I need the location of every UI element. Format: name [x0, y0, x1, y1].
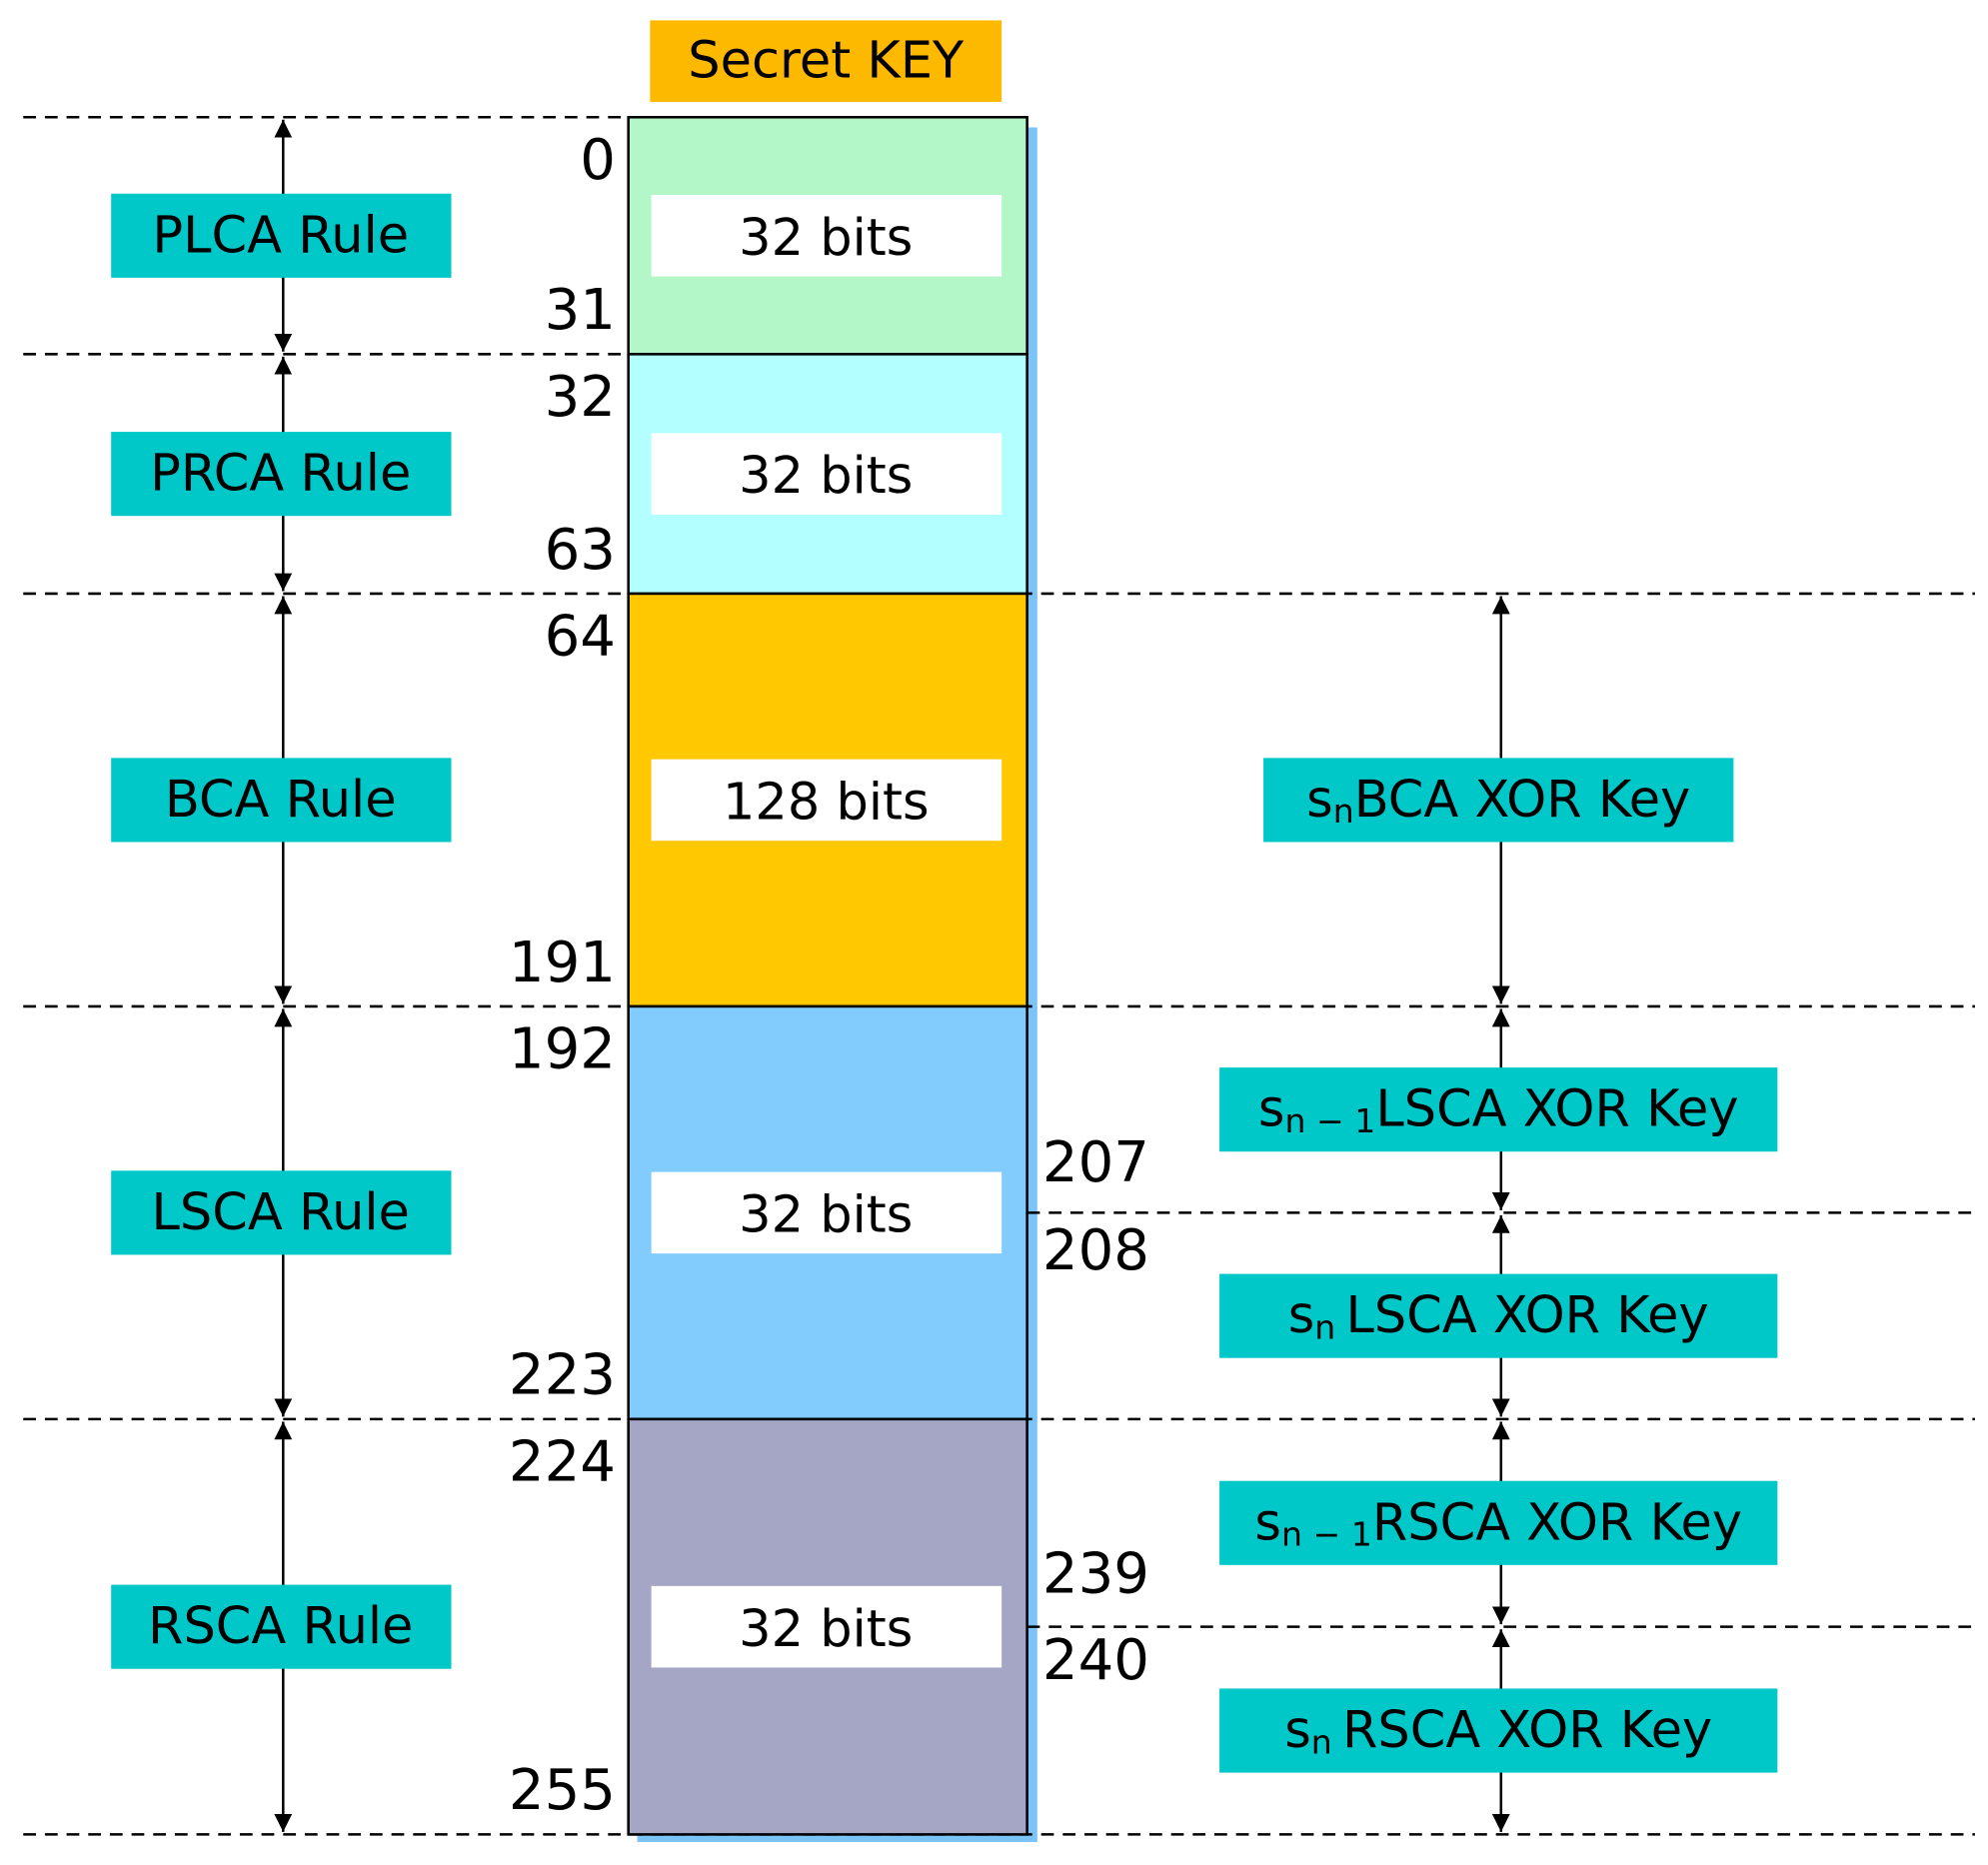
- xor-key-box: [1219, 1688, 1778, 1773]
- xor-key-s: s: [1258, 1080, 1285, 1139]
- bit-index: 239: [1042, 1542, 1149, 1607]
- xor-key-label: sn LSCA XOR Key: [1288, 1286, 1709, 1346]
- bits-label: 32 bits: [739, 1600, 913, 1659]
- xor-key-s: s: [1288, 1286, 1315, 1345]
- bits-box: [651, 1171, 1002, 1254]
- rule-box: [111, 1584, 452, 1669]
- bits-box: [651, 195, 1002, 277]
- bit-index: 64: [545, 604, 616, 669]
- xor-key-text: RSCA XOR Key: [1372, 1493, 1742, 1552]
- rule-label: BCA Rule: [165, 771, 397, 830]
- rule-box: [111, 1170, 452, 1255]
- bit-index: 192: [509, 1016, 616, 1081]
- xor-key-box: [1219, 1480, 1778, 1565]
- bits-label: 32 bits: [739, 209, 913, 268]
- xor-key-sub: n − 1: [1284, 1100, 1375, 1139]
- rule-box: [111, 193, 452, 278]
- bits-label: 128 bits: [723, 774, 930, 833]
- bits-box: [651, 759, 1002, 842]
- bit-index: 31: [545, 278, 616, 343]
- xor-key-label: sn − 1RSCA XOR Key: [1254, 1493, 1742, 1553]
- bit-index: 207: [1042, 1130, 1149, 1195]
- bits-box: [651, 1585, 1002, 1668]
- rule-label: PLCA Rule: [152, 206, 409, 265]
- xor-key-s: s: [1284, 1701, 1311, 1760]
- xor-key-sub: n − 1: [1281, 1514, 1372, 1553]
- rule-box: [111, 432, 452, 517]
- xor-key-text: LSCA XOR Key: [1375, 1080, 1738, 1139]
- title: Secret KEY: [688, 32, 965, 91]
- xor-key-label: snBCA XOR Key: [1306, 771, 1690, 831]
- title-box: [650, 20, 1002, 102]
- xor-key-sub: n: [1314, 1307, 1335, 1346]
- bit-index: 32: [545, 365, 616, 430]
- xor-key-box: [1219, 1067, 1778, 1152]
- bit-index: 240: [1042, 1628, 1149, 1693]
- xor-key-text: RSCA XOR Key: [1342, 1701, 1712, 1760]
- bits-label: 32 bits: [739, 447, 913, 506]
- bit-index: 191: [509, 931, 616, 995]
- rule-label: PRCA Rule: [150, 445, 411, 504]
- bit-index: 224: [509, 1429, 616, 1494]
- xor-key-label: sn − 1LSCA XOR Key: [1258, 1080, 1739, 1140]
- xor-key-sub: n: [1333, 792, 1354, 831]
- xor-key-text: BCA XOR Key: [1354, 771, 1691, 830]
- bit-index: 255: [509, 1758, 616, 1823]
- rule-box: [111, 758, 452, 843]
- bit-index: 223: [509, 1343, 616, 1408]
- xor-key-text: LSCA XOR Key: [1346, 1286, 1709, 1345]
- bit-index: 0: [580, 128, 616, 193]
- xor-key-label: sn RSCA XOR Key: [1284, 1701, 1712, 1761]
- bit-index: 208: [1042, 1218, 1149, 1283]
- bits-label: 32 bits: [739, 1186, 913, 1245]
- bit-index: 63: [545, 518, 616, 583]
- xor-key-box: [1219, 1273, 1778, 1358]
- xor-key-s: s: [1254, 1493, 1281, 1552]
- xor-key-sub: n: [1311, 1722, 1332, 1761]
- bits-box: [651, 433, 1002, 515]
- rule-label: LSCA Rule: [152, 1183, 410, 1242]
- rule-label: RSCA Rule: [148, 1597, 413, 1656]
- xor-key-box: [1263, 758, 1734, 843]
- xor-key-s: s: [1306, 771, 1333, 830]
